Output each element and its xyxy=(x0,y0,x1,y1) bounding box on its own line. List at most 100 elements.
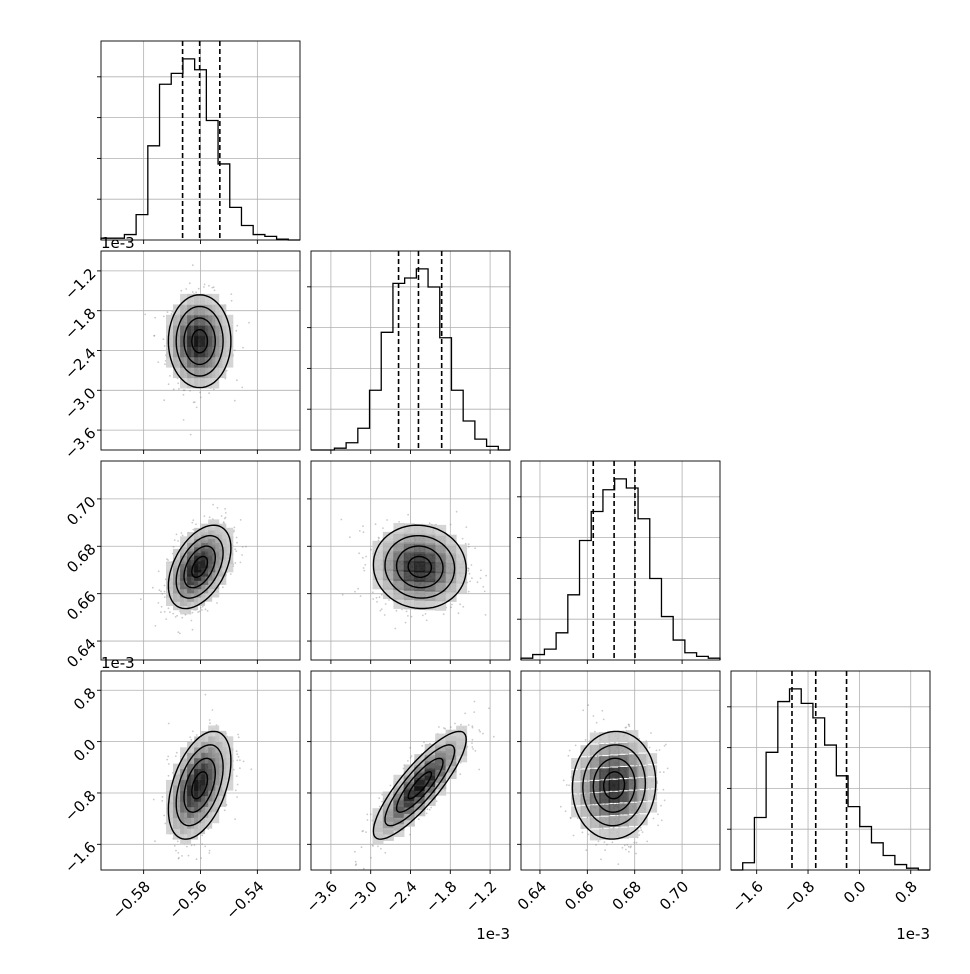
scatter-point xyxy=(208,852,211,854)
scatter-point xyxy=(192,519,195,522)
scatter-point xyxy=(235,750,238,753)
density-cell xyxy=(424,743,436,755)
histogram-0 xyxy=(100,58,300,241)
density-cell xyxy=(636,790,648,802)
density-cell xyxy=(618,767,629,778)
scatter-point xyxy=(421,744,424,747)
scatter-point xyxy=(169,611,171,614)
scatter-point xyxy=(662,771,665,773)
density-cell xyxy=(571,794,583,806)
scatter-point xyxy=(484,614,487,616)
density-cell xyxy=(636,814,648,826)
panel-3-2: 0.64 0.66 0.68 0.70 xyxy=(514,670,721,914)
x-tick-label: −3.0 xyxy=(342,878,380,916)
density-cell xyxy=(187,346,199,358)
density-cell xyxy=(382,541,394,553)
scatter-point xyxy=(161,592,164,595)
scatter-point xyxy=(479,577,482,580)
contour-2-1-1 xyxy=(395,545,444,589)
density-cell xyxy=(173,785,184,797)
scatter-point xyxy=(191,291,194,293)
scatter-point xyxy=(425,619,428,622)
density-cell xyxy=(393,560,405,572)
y-tick-label: −3.6 xyxy=(61,424,99,462)
density-cell xyxy=(215,314,227,326)
density-cell xyxy=(618,815,629,827)
density-cell xyxy=(414,542,426,554)
scatter-point xyxy=(465,526,468,528)
scatter-point xyxy=(459,761,462,764)
scatter-point xyxy=(178,856,180,859)
density-cell xyxy=(173,807,184,818)
density-cell xyxy=(445,761,457,773)
density-cell xyxy=(424,599,436,611)
density-cell xyxy=(599,792,611,804)
density-cell xyxy=(201,367,213,379)
scatter-point xyxy=(187,854,190,857)
scatter-point xyxy=(374,523,377,526)
density-cell xyxy=(424,561,436,573)
scatter-point xyxy=(363,569,366,572)
scatter-point xyxy=(236,783,239,786)
scatter-point xyxy=(633,841,636,844)
density-cell xyxy=(208,569,220,581)
scatter-point xyxy=(450,606,452,609)
scatter-point xyxy=(164,822,167,825)
density-cell xyxy=(215,346,227,358)
scatter-point xyxy=(172,545,175,548)
density-cell xyxy=(571,782,583,794)
scatter-point xyxy=(386,519,388,521)
density-cell xyxy=(215,774,227,786)
x-tick-label: −1.6 xyxy=(728,878,766,916)
density-cell xyxy=(414,760,426,772)
density-cell xyxy=(445,544,457,556)
density-cell xyxy=(180,314,192,326)
scatter-point xyxy=(199,606,202,609)
scatter-point xyxy=(153,334,156,337)
scatter-point xyxy=(662,788,665,791)
scatter-point xyxy=(204,845,207,848)
density-cell xyxy=(445,534,457,546)
scatter-point xyxy=(193,844,196,846)
density-cell xyxy=(173,582,184,594)
contour-2-1-2 xyxy=(384,535,456,599)
scatter-point xyxy=(467,545,470,548)
scatter-point xyxy=(464,542,467,545)
density-cell xyxy=(445,572,457,584)
density-cell xyxy=(201,548,213,560)
density-cell xyxy=(208,801,220,813)
scatter-point xyxy=(378,537,380,540)
density-cell xyxy=(608,816,620,828)
scatter-point xyxy=(421,614,424,617)
density-cell xyxy=(173,565,184,577)
scatter-point xyxy=(587,833,590,836)
density-cell xyxy=(194,758,206,770)
scatter-point xyxy=(241,386,244,389)
density-cell xyxy=(187,557,199,569)
scatter-point xyxy=(176,840,179,843)
density-cell xyxy=(372,814,384,826)
density-cell xyxy=(222,747,234,759)
scatter-point xyxy=(664,743,667,746)
scatter-point xyxy=(208,516,211,519)
scatter-point xyxy=(178,388,180,390)
scatter-point xyxy=(201,834,204,837)
scatter-point xyxy=(404,621,407,624)
scatter-point xyxy=(467,567,470,570)
density-cell xyxy=(187,774,199,786)
scatter-point xyxy=(428,522,431,525)
density-cell xyxy=(194,569,206,581)
density-cell xyxy=(222,536,234,548)
scatter-point xyxy=(174,755,177,757)
scatter-point xyxy=(169,375,171,377)
density-cell xyxy=(194,594,206,606)
density-cell xyxy=(580,769,592,781)
contour-3-1-3 xyxy=(372,730,467,840)
density-cell xyxy=(382,817,394,829)
density-cell xyxy=(215,523,227,535)
scatter-point xyxy=(188,282,191,285)
density-cell xyxy=(173,335,184,347)
scatter-point xyxy=(355,863,358,866)
density-cell xyxy=(208,578,220,590)
